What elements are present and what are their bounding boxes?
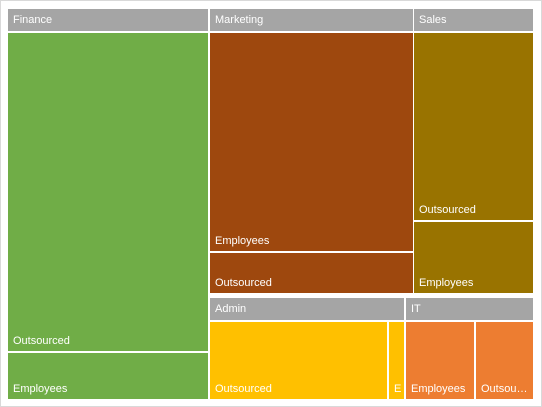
treemap-cell-admin-e: E... (389, 322, 404, 399)
treemap-cell-it-outsourced: Outsourced (476, 322, 533, 399)
treemap-cell-label: Outsourced (481, 383, 530, 395)
treemap-cell-label: Employees (13, 383, 68, 395)
treemap-cell-sales-employees: Employees (414, 222, 533, 293)
treemap-cell-sales-outsourced: Outsourced (414, 33, 533, 220)
treemap-cell-label: Outsourced (215, 383, 272, 395)
treemap-cell-it-employees: Employees (406, 322, 474, 399)
treemap-cell-label: Outsourced (419, 204, 476, 216)
treemap-cell-label: Employees (419, 277, 474, 289)
group-header-admin: Admin (210, 298, 404, 320)
treemap-cell-label: Outsourced (13, 335, 70, 347)
group-header-marketing: Marketing (210, 9, 413, 31)
treemap-cell-marketing-outsourced: Outsourced (210, 253, 413, 293)
group-header-it: IT (406, 298, 533, 320)
treemap-cell-label: Outsourced (215, 277, 272, 289)
treemap-cell-marketing-employees: Employees (210, 33, 413, 251)
group-header-finance: Finance (8, 9, 208, 31)
treemap-cell-finance-outsourced: Outsourced (8, 33, 208, 351)
treemap-cell-admin-outsourced: Outsourced (210, 322, 387, 399)
treemap-cell-label: Employees (215, 235, 270, 247)
treemap-cell-label: E... (394, 383, 401, 395)
treemap-cell-label: Employees (411, 383, 466, 395)
group-header-sales: Sales (414, 9, 533, 31)
treemap-cell-finance-employees: Employees (8, 353, 208, 399)
